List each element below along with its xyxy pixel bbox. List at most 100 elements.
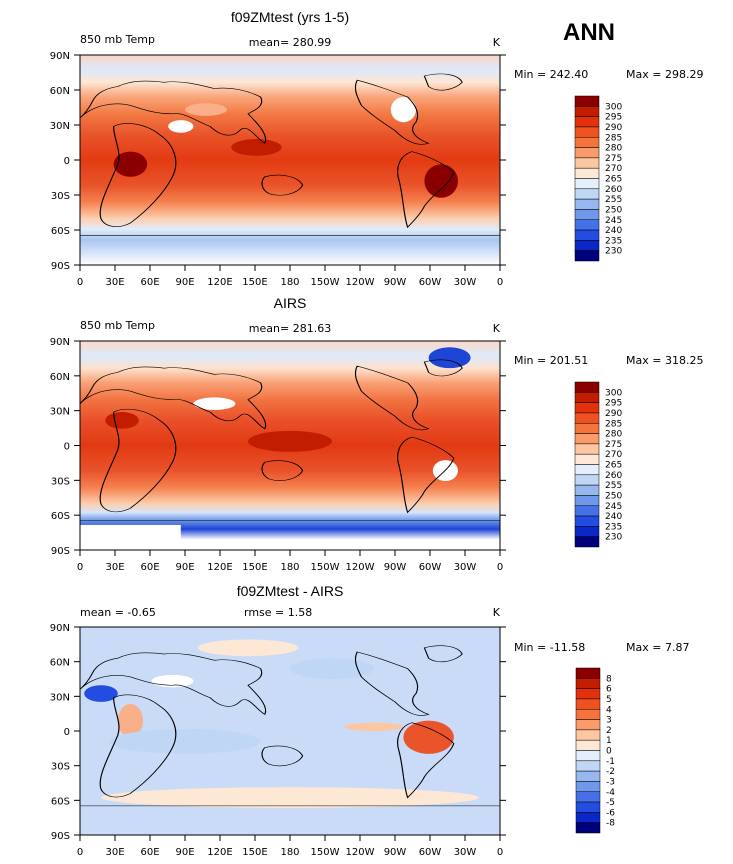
lat-tick-label: 90N: [50, 51, 70, 62]
lon-tick-label: 120W: [346, 562, 375, 573]
panel-center-label: mean= 280.99: [249, 36, 331, 49]
lon-tick-label: 150W: [311, 277, 340, 288]
lon-tick-label: 150E: [242, 562, 267, 573]
min-label: Min = 201.51: [514, 354, 588, 367]
panel-title: f09ZMtest (yrs 1-5): [231, 9, 349, 25]
colorbar-label: -6: [606, 808, 615, 818]
max-label: Max = 7.87: [626, 641, 689, 654]
lon-tick-label: 60W: [419, 277, 442, 288]
colorbar-label: 295: [605, 113, 622, 123]
colorbar-swatch: [574, 106, 600, 117]
colorbar-label: 240: [605, 512, 622, 522]
colorbar-swatch: [574, 381, 600, 393]
colorbar-swatch: [574, 464, 600, 476]
colorbar-label: 245: [605, 502, 622, 512]
colorbar-label: 280: [605, 144, 622, 154]
panel-title: AIRS: [274, 295, 307, 311]
lon-axis: 0 30E 60E 90E 120E 150E 180 150W 120W 90W 60W 30W 0: [77, 835, 503, 858]
lat-tick-label: 30N: [50, 407, 70, 418]
colorbar-swatch: [574, 116, 600, 128]
colorbar-label: 255: [605, 481, 622, 491]
colorbar-label: 8: [606, 674, 612, 684]
colorbar-swatch: [574, 178, 600, 190]
colorbar-swatch: [574, 515, 600, 527]
lon-axis: 0 30E 60E 90E 120E 150E 180 150W 120W 90W 60W 30W 0: [77, 550, 503, 573]
colorbar-label: -3: [606, 777, 615, 787]
colorbar-swatch: [574, 453, 600, 465]
colorbar-swatch: [575, 688, 601, 700]
lat-tick-label: 0: [64, 156, 70, 167]
panel-units-label: K: [493, 322, 501, 335]
panel-center-label: mean= 281.63: [249, 322, 331, 335]
colorbar-label: 290: [605, 409, 622, 419]
lon-tick-label: 120W: [346, 277, 375, 288]
colorbar-swatch: [575, 739, 601, 751]
lon-tick-label: 90W: [384, 277, 407, 288]
colorbar-label: 245: [605, 216, 622, 226]
colorbar-swatch: [574, 433, 600, 445]
lon-tick-label: 60E: [140, 847, 159, 858]
lon-tick-label: 180: [280, 562, 299, 573]
lat-tick-label: 0: [64, 442, 70, 453]
colorbar: 3002952902852802752702652602552502452402…: [574, 381, 622, 548]
colorbar-swatch: [574, 198, 600, 210]
colorbar-swatch: [575, 760, 601, 772]
colorbar-swatch: [575, 719, 601, 731]
lat-tick-label: 30S: [51, 762, 70, 773]
colorbar-swatch: [575, 750, 601, 762]
colorbar-label: 250: [605, 491, 622, 501]
min-label: Min = 242.40: [514, 68, 588, 81]
lat-tick-label: 30N: [50, 692, 70, 703]
colorbar-label: 265: [605, 175, 622, 185]
colorbar-swatch: [574, 526, 600, 537]
colorbar-swatch: [575, 729, 601, 741]
lat-tick-label: 60S: [51, 511, 70, 522]
lat-tick-label: 30N: [50, 121, 70, 132]
lat-tick-label: 90N: [50, 623, 70, 634]
colorbar-swatch: [575, 698, 601, 710]
lon-tick-label: 30E: [105, 847, 124, 858]
colorbar-label: 300: [605, 388, 622, 398]
lat-axis: 90N 60N 30N 0 30S 60S 90S: [50, 623, 506, 842]
lat-tick-label: 90S: [51, 261, 70, 272]
lon-tick-label: 0: [497, 277, 503, 288]
lat-tick-label: 60S: [51, 796, 70, 807]
map-field: [80, 55, 500, 265]
colorbar-swatch: [575, 812, 601, 823]
colorbar-swatch: [575, 709, 601, 720]
lon-tick-label: 90E: [175, 562, 194, 573]
map-plot-area: [80, 341, 500, 550]
colorbar-label: -8: [606, 819, 615, 829]
lon-axis: 0 30E 60E 90E 120E 150E 180 150W 120W 90W 60W 30W 0: [77, 265, 503, 288]
lon-tick-label: 60E: [140, 562, 159, 573]
max-label: Max = 298.29: [626, 68, 703, 81]
colorbar-swatch: [574, 209, 600, 220]
lon-tick-label: 30E: [105, 562, 124, 573]
colorbar-swatch: [575, 791, 601, 803]
lon-tick-label: 30E: [105, 277, 124, 288]
lon-tick-label: 0: [77, 562, 83, 573]
lat-tick-label: 60N: [50, 86, 70, 97]
lon-tick-label: 30W: [454, 562, 477, 573]
colorbar-label: 230: [605, 533, 622, 543]
colorbar-label: 235: [605, 522, 622, 532]
lat-tick-label: 90S: [51, 546, 70, 557]
lat-tick-label: 60S: [51, 226, 70, 237]
lon-tick-label: 0: [77, 277, 83, 288]
colorbar-swatch: [575, 801, 601, 813]
lon-tick-label: 120E: [207, 562, 232, 573]
panel-obs: AIRS 850 mb Temp mean= 281.63 K 90N 60N 30…: [50, 295, 704, 573]
lon-tick-label: 30W: [454, 277, 477, 288]
lon-tick-label: 60W: [419, 847, 442, 858]
lat-tick-label: 30S: [51, 476, 70, 487]
colorbar-swatch: [574, 229, 600, 241]
colorbar-swatch: [574, 443, 600, 455]
panel-difference: f09ZMtest - AIRS mean = -0.65 rmse = 1.5…: [50, 583, 690, 858]
colorbar-swatch: [575, 770, 601, 782]
colorbar-swatch: [574, 536, 600, 548]
lat-tick-label: 90N: [50, 337, 70, 348]
colorbar-swatch: [574, 474, 600, 486]
lon-tick-label: 30W: [454, 847, 477, 858]
lat-tick-label: 60N: [50, 372, 70, 383]
